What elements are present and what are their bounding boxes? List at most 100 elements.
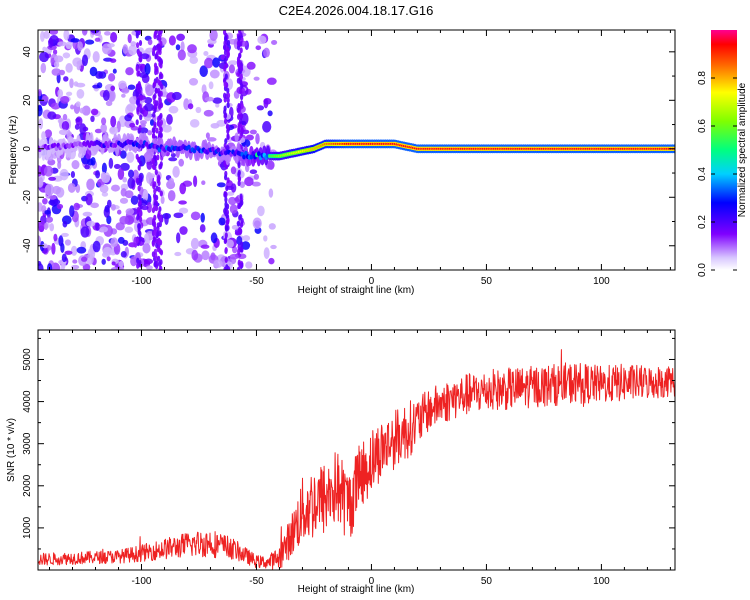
noise-streak-speck xyxy=(156,230,160,237)
snr-frame xyxy=(37,329,676,571)
noise-speck xyxy=(63,76,69,82)
noise-speck xyxy=(44,209,51,215)
noise-streak-speck xyxy=(159,190,163,197)
noise-streak-speck xyxy=(226,51,230,57)
noise-speck xyxy=(228,64,236,74)
noise-streak-speck xyxy=(136,206,140,213)
noise-speck xyxy=(49,223,55,232)
noise-speck xyxy=(249,129,257,135)
noise-speck xyxy=(128,44,138,56)
noise-speck xyxy=(241,241,251,250)
noise-speck xyxy=(76,88,85,99)
noise-speck xyxy=(200,244,210,249)
colorbar-tick-label: 0.2 xyxy=(697,215,708,229)
noise-speck xyxy=(119,197,129,204)
noise-speck xyxy=(203,51,209,56)
noise-speck xyxy=(162,124,172,133)
noise-speck xyxy=(187,103,194,110)
noise-speck xyxy=(230,166,237,175)
noise-speck xyxy=(209,30,218,41)
noise-speck xyxy=(48,176,57,181)
snr-x-axis: -100 -50 0 50 100 xyxy=(48,330,671,587)
noise-speck xyxy=(47,263,53,270)
noise-speck xyxy=(39,51,49,63)
noise-streak-speck xyxy=(226,128,230,135)
noise-speck xyxy=(200,212,205,223)
noise-speck xyxy=(126,103,136,112)
noise-streak-speck xyxy=(156,177,160,184)
colorbar-tick-label: 0.0 xyxy=(697,263,708,277)
noise-speck xyxy=(64,239,71,246)
noise-speck xyxy=(210,122,220,129)
noise-speck xyxy=(127,169,135,178)
noise-speck xyxy=(119,150,127,159)
noise-speck xyxy=(176,33,185,41)
signal-mid xyxy=(216,147,221,153)
noise-speck xyxy=(92,51,100,63)
noise-streak-speck xyxy=(226,266,231,270)
y-tick-label: -40 xyxy=(22,238,33,253)
noise-speck xyxy=(127,33,132,44)
noise-speck xyxy=(43,30,50,39)
noise-speck xyxy=(127,177,135,189)
noise-speck xyxy=(124,114,133,122)
noise-streak-speck xyxy=(159,161,163,168)
snr-y-axis: 1000 2000 3000 4000 5000 xyxy=(22,337,675,571)
noise-speck xyxy=(229,253,239,260)
noise-streak-speck xyxy=(138,194,142,201)
noise-speck xyxy=(84,164,90,170)
noise-speck xyxy=(81,256,88,262)
noise-streak-speck xyxy=(240,246,244,253)
noise-speck xyxy=(263,98,269,109)
noise-speck xyxy=(253,173,260,180)
noise-speck xyxy=(173,212,184,219)
noise-speck xyxy=(72,259,78,264)
noise-streak-speck xyxy=(158,97,162,104)
noise-speck xyxy=(108,73,116,82)
noise-speck xyxy=(106,256,111,262)
noise-speck xyxy=(99,226,108,233)
noise-speck xyxy=(246,61,256,70)
noise-speck xyxy=(266,77,277,85)
noise-speck xyxy=(140,53,150,60)
noise-streak-speck xyxy=(224,118,228,125)
y-tick-label: -20 xyxy=(22,190,33,205)
noise-streak-speck xyxy=(226,92,231,99)
noise-streak-speck xyxy=(153,107,157,114)
snr-background xyxy=(38,330,675,570)
y-tick-label: 20 xyxy=(22,94,33,106)
colorbar-label: Normalized spectral amplitude xyxy=(737,82,748,217)
noise-streak-speck xyxy=(239,118,243,125)
noise-speck xyxy=(190,211,201,221)
noise-speck xyxy=(38,89,42,97)
noise-streak-speck xyxy=(240,103,244,109)
noise-streak-speck xyxy=(224,196,228,203)
noise-speck xyxy=(69,205,75,218)
noise-streak-speck xyxy=(138,40,143,46)
noise-streak-speck xyxy=(226,144,230,151)
noise-streak-speck xyxy=(224,257,228,263)
noise-speck xyxy=(38,105,43,117)
noise-speck xyxy=(61,253,67,263)
noise-speck xyxy=(101,117,107,126)
noise-speck xyxy=(52,49,58,55)
noise-speck xyxy=(117,167,125,180)
noise-streak-speck xyxy=(224,138,228,145)
noise-speck xyxy=(65,63,73,73)
noise-speck xyxy=(110,31,118,43)
noise-speck xyxy=(213,259,223,268)
noise-streak-speck xyxy=(223,30,227,36)
noise-speck xyxy=(67,182,76,193)
noise-streak-speck xyxy=(139,114,143,121)
colorbar-tick-label: 0.4 xyxy=(697,167,708,181)
y-tick-label: 5000 xyxy=(22,348,33,371)
noise-speck xyxy=(183,98,190,110)
noise-streak-speck xyxy=(239,40,243,47)
noise-speck xyxy=(51,242,56,255)
noise-speck xyxy=(232,246,238,254)
noise-speck xyxy=(145,265,153,270)
noise-streak-speck xyxy=(239,201,243,207)
noise-streak-speck xyxy=(151,158,156,165)
noise-speck xyxy=(187,44,197,54)
noise-speck xyxy=(85,148,92,160)
